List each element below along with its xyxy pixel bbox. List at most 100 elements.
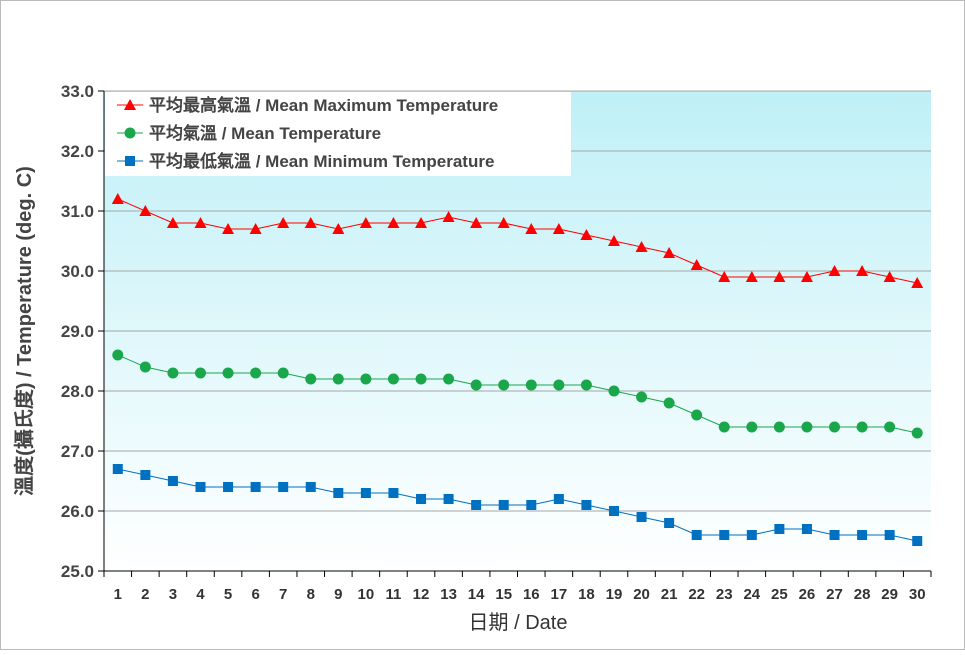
- data-point-circle: [443, 373, 455, 385]
- data-point-square: [553, 494, 564, 504]
- data-point-triangle: [856, 265, 869, 276]
- data-point-square: [884, 530, 895, 540]
- data-point-triangle: [139, 205, 152, 216]
- x-tick-label: 19: [606, 586, 623, 603]
- data-point-square: [112, 464, 123, 474]
- data-point-circle: [718, 421, 730, 433]
- x-tick-label: 21: [661, 586, 678, 603]
- data-point-triangle: [166, 217, 179, 228]
- data-point-triangle: [745, 271, 758, 282]
- x-tick-label: 22: [688, 586, 705, 603]
- data-point-circle: [277, 367, 289, 379]
- legend-label: 平均最高氣溫 / Mean Maximum Temperature: [149, 95, 498, 115]
- x-tick-label: 7: [279, 586, 287, 603]
- data-point-square: [857, 530, 868, 540]
- data-point-triangle: [124, 99, 136, 110]
- data-point-square: [360, 488, 371, 498]
- data-point-circle: [470, 379, 482, 391]
- data-point-square: [125, 156, 135, 166]
- y-axis-title: 溫度(攝氏度) / Temperature (deg. C): [12, 166, 36, 496]
- data-point-triangle: [249, 223, 262, 234]
- data-point-circle: [305, 373, 317, 385]
- x-tick-label: 24: [743, 586, 760, 603]
- data-point-triangle: [718, 271, 731, 282]
- data-point-square: [719, 530, 730, 540]
- x-tick-label: 4: [196, 586, 205, 603]
- x-tick-label: 3: [169, 586, 177, 603]
- x-tick-label: 2: [141, 586, 149, 603]
- x-tick-label: 23: [716, 586, 733, 603]
- data-point-circle: [691, 409, 703, 421]
- data-point-triangle: [359, 217, 372, 228]
- data-point-triangle: [470, 217, 483, 228]
- x-tick-label: 30: [909, 586, 926, 603]
- data-point-triangle: [635, 241, 648, 252]
- data-point-square: [664, 518, 675, 528]
- data-point-square: [305, 482, 316, 492]
- data-point-circle: [829, 421, 841, 433]
- data-point-triangle: [304, 217, 317, 228]
- data-point-circle: [112, 349, 124, 361]
- data-point-circle: [663, 397, 675, 409]
- x-tick-label: 25: [771, 586, 788, 603]
- data-point-triangle: [277, 217, 290, 228]
- data-point-circle: [387, 373, 399, 385]
- data-point-triangle: [911, 277, 924, 288]
- data-point-triangle: [607, 235, 620, 246]
- x-tick-label: 6: [251, 586, 259, 603]
- data-point-triangle: [332, 223, 345, 234]
- data-point-square: [498, 500, 509, 510]
- x-tick-label: 5: [224, 586, 232, 603]
- y-tick-label: 26.0: [61, 502, 94, 521]
- data-point-square: [801, 524, 812, 534]
- data-point-square: [746, 530, 757, 540]
- data-point-circle: [580, 379, 592, 391]
- x-tick-label: 16: [523, 586, 540, 603]
- x-tick-label: 13: [440, 586, 457, 603]
- x-axis-title: 日期 / Date: [469, 612, 568, 634]
- data-point-triangle: [222, 223, 235, 234]
- data-point-triangle: [663, 247, 676, 258]
- data-point-square: [443, 494, 454, 504]
- data-point-triangle: [580, 229, 593, 240]
- data-point-triangle: [194, 217, 207, 228]
- data-point-circle: [801, 421, 813, 433]
- data-point-triangle: [415, 217, 428, 228]
- data-point-square: [774, 524, 785, 534]
- data-point-circle: [746, 421, 758, 433]
- data-point-circle: [194, 367, 206, 379]
- data-point-circle: [139, 361, 151, 373]
- legend-label: 平均氣溫 / Mean Temperature: [149, 123, 381, 143]
- data-point-square: [140, 470, 151, 480]
- y-tick-label: 27.0: [61, 442, 94, 461]
- x-tick-label: 15: [495, 586, 512, 603]
- data-point-square: [278, 482, 289, 492]
- data-point-circle: [124, 127, 136, 139]
- data-point-triangle: [442, 211, 455, 222]
- x-tick-label: 8: [307, 586, 315, 603]
- x-tick-label: 18: [578, 586, 595, 603]
- data-point-triangle: [773, 271, 786, 282]
- data-point-circle: [222, 367, 234, 379]
- data-point-square: [223, 482, 234, 492]
- data-point-triangle: [828, 265, 841, 276]
- y-tick-label: 30.0: [61, 262, 94, 281]
- data-point-circle: [773, 421, 785, 433]
- legend-box: [105, 92, 571, 176]
- x-tick-label: 12: [413, 586, 430, 603]
- data-point-square: [388, 488, 399, 498]
- data-point-circle: [636, 391, 648, 403]
- data-point-triangle: [552, 223, 565, 234]
- data-point-triangle: [497, 217, 510, 228]
- x-tick-label: 20: [633, 586, 650, 603]
- data-point-triangle: [525, 223, 538, 234]
- data-point-square: [471, 500, 482, 510]
- data-point-square: [829, 530, 840, 540]
- data-point-square: [912, 536, 923, 546]
- data-point-triangle: [111, 193, 124, 204]
- data-point-square: [636, 512, 647, 522]
- y-tick-label: 33.0: [61, 82, 94, 101]
- data-point-circle: [250, 367, 262, 379]
